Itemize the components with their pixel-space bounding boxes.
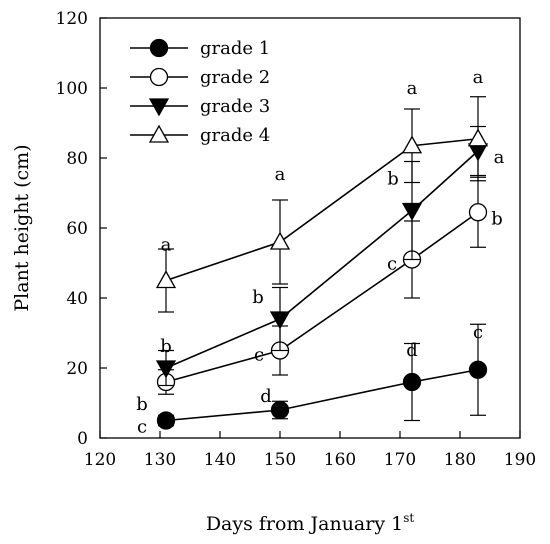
- significance-label: a: [407, 78, 418, 99]
- x-tick-label: 180: [444, 450, 476, 470]
- significance-label: c: [473, 322, 483, 343]
- significance-label: d: [260, 386, 272, 407]
- y-tick-label: 80: [66, 149, 88, 169]
- legend-item: grade 3: [130, 96, 270, 117]
- legend-marker: [149, 67, 169, 87]
- legend-label: grade 4: [200, 125, 270, 146]
- significance-label: b: [252, 287, 264, 308]
- legend-marker: [148, 124, 170, 143]
- x-axis-label-main: Days from January 1: [206, 513, 403, 535]
- significance-label: c: [137, 417, 147, 438]
- significance-label: d: [406, 340, 418, 361]
- y-tick-label: 40: [66, 289, 88, 309]
- series-line: [165, 368, 479, 422]
- axis-labels: Days from January 1st Plant height (cm): [11, 144, 414, 535]
- legend-item: grade 2: [130, 67, 270, 88]
- data-point: [468, 203, 488, 222]
- data-point: [269, 231, 291, 250]
- data-point: [401, 135, 423, 154]
- legend-label: grade 1: [200, 38, 270, 59]
- data-point: [270, 400, 290, 420]
- x-tick-label: 130: [144, 450, 176, 470]
- legend: grade 1 grade 2 grade 3 grade 4: [130, 38, 270, 146]
- y-tick-label: 100: [56, 79, 88, 99]
- y-tick-label: 60: [66, 219, 88, 239]
- data-point: [155, 360, 177, 379]
- data-point: [467, 128, 489, 147]
- significance-label: b: [387, 169, 399, 190]
- data-point: [468, 360, 488, 379]
- x-tick-label: 120: [84, 450, 116, 470]
- data-point: [401, 202, 423, 221]
- significance-label: c: [387, 254, 397, 275]
- legend-marker: [148, 98, 170, 117]
- y-axis-label: Plant height (cm): [11, 144, 33, 311]
- y-tick-label: 0: [77, 429, 88, 449]
- x-tick-label: 140: [204, 450, 236, 470]
- series-grade-3: b b b a: [155, 125, 505, 387]
- significance-label: b: [160, 336, 172, 357]
- legend-item: grade 4: [130, 124, 270, 146]
- series-line: [165, 211, 479, 383]
- series-line: [165, 150, 479, 369]
- data-point: [269, 311, 291, 330]
- significance-label: b: [136, 394, 148, 415]
- significance-label: a: [494, 147, 505, 168]
- data-point: [156, 411, 176, 430]
- data-point: [402, 372, 422, 392]
- significance-label: a: [275, 164, 286, 185]
- axes: 120 130 140 150 160 170 180 190 0 20 40 60 80 100 120: [56, 9, 537, 470]
- legend-item: grade 1: [130, 38, 270, 59]
- significance-label: a: [161, 235, 172, 256]
- legend-label: grade 3: [200, 96, 270, 117]
- data-point: [155, 270, 177, 289]
- series-line: [165, 137, 479, 282]
- y-tick-label: 20: [66, 359, 88, 379]
- legend-label: grade 2: [200, 67, 270, 88]
- legend-marker: [149, 38, 169, 58]
- x-axis-label-superscript: st: [403, 511, 414, 525]
- series-grade-4: a a a a: [155, 67, 489, 313]
- significance-label: c: [254, 345, 264, 366]
- x-tick-label: 170: [384, 450, 416, 470]
- x-tick-label: 160: [324, 450, 356, 470]
- significance-label: a: [473, 67, 484, 88]
- significance-label: b: [491, 208, 503, 229]
- x-tick-label: 190: [504, 450, 536, 470]
- y-tick-label: 120: [56, 9, 88, 29]
- x-tick-label: 150: [264, 450, 296, 470]
- x-axis-label: Days from January 1st: [206, 511, 415, 535]
